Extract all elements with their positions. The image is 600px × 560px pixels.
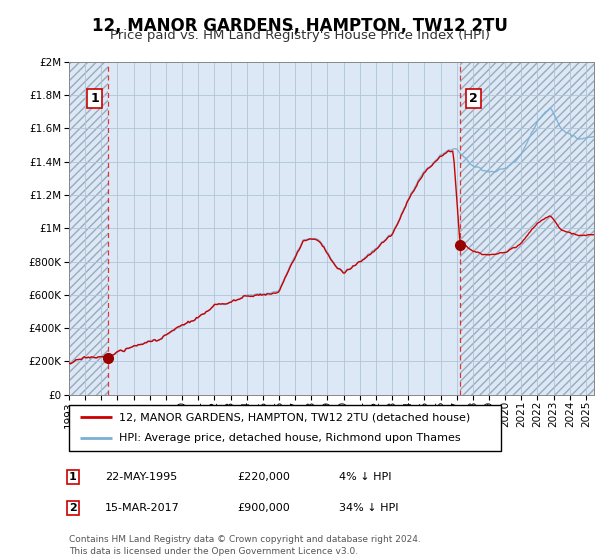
Bar [460,62,594,395]
Text: 12, MANOR GARDENS, HAMPTON, TW12 2TU (detached house): 12, MANOR GARDENS, HAMPTON, TW12 2TU (de… [119,412,470,422]
Text: 12, MANOR GARDENS, HAMPTON, TW12 2TU: 12, MANOR GARDENS, HAMPTON, TW12 2TU [92,17,508,35]
Text: 4% ↓ HPI: 4% ↓ HPI [339,472,391,482]
Text: 34% ↓ HPI: 34% ↓ HPI [339,503,398,513]
Text: £220,000: £220,000 [237,472,290,482]
Text: Price paid vs. HM Land Registry's House Price Index (HPI): Price paid vs. HM Land Registry's House … [110,29,490,42]
Text: 2: 2 [69,503,77,513]
Text: £900,000: £900,000 [237,503,290,513]
Text: HPI: Average price, detached house, Richmond upon Thames: HPI: Average price, detached house, Rich… [119,433,460,444]
Text: 1: 1 [91,92,99,105]
Text: Contains HM Land Registry data © Crown copyright and database right 2024.
This d: Contains HM Land Registry data © Crown c… [69,535,421,556]
Text: 1: 1 [69,472,77,482]
Bar [69,62,107,395]
Text: 22-MAY-1995: 22-MAY-1995 [105,472,177,482]
Text: 15-MAR-2017: 15-MAR-2017 [105,503,180,513]
Text: 2: 2 [469,92,478,105]
